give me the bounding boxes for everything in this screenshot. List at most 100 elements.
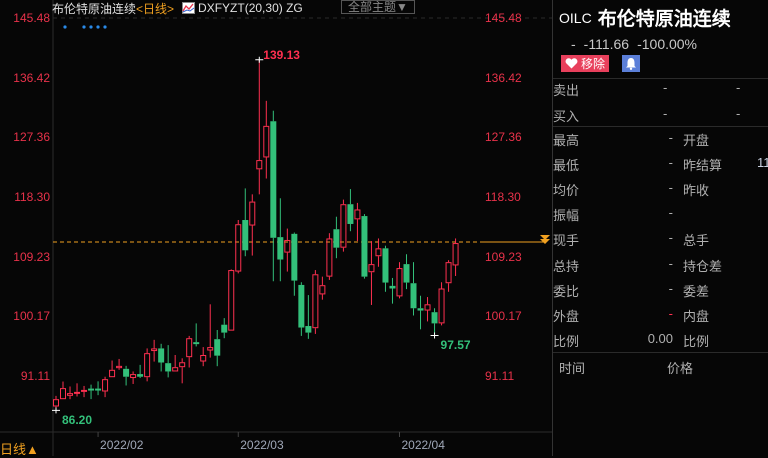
stat-row: 最低 - 昨结算 11 [553, 155, 768, 175]
price-summary: - -111.66 -100.00% [571, 36, 697, 52]
stat-label-2: 委差 [683, 283, 710, 299]
orderbook-price: - [663, 106, 668, 121]
candle-down [403, 264, 410, 283]
indicator-chart-icon [182, 2, 196, 14]
stat-row: 最高 - 开盘 [553, 130, 768, 150]
candle-down [123, 368, 130, 377]
quote-header: OILC 布伦特原油连续 [559, 4, 731, 31]
indicator-dot [89, 25, 93, 29]
y-tick-label-left: 91.11 [20, 369, 50, 383]
y-tick-label-left: 100.17 [13, 309, 50, 324]
stat-value: - [668, 155, 673, 171]
candle-up [109, 369, 116, 378]
period-toggle-button[interactable]: 日线▲ [0, 442, 39, 457]
extreme-price-label: 139.13 [263, 47, 300, 62]
stat-label-2: 昨收 [683, 183, 710, 199]
stat-value: - [668, 130, 673, 145]
candle-up [396, 268, 403, 297]
kline-chart[interactable]: 布伦特原油连续 <日线> DXFYZT(20,30) ZG 全部主题▼ 日线▲ … [0, 0, 552, 457]
candle-up [284, 239, 291, 253]
candle-up [445, 262, 452, 284]
candle-down [333, 229, 340, 248]
divider [553, 126, 768, 127]
candle-down [431, 312, 438, 324]
indicator-dot [63, 25, 67, 29]
candle-up [424, 304, 431, 311]
stat-label-2: 开盘 [683, 133, 710, 148]
y-tick-label-left: 118.30 [14, 189, 50, 204]
candle-up [452, 243, 459, 266]
candle-up [200, 354, 207, 362]
y-tick-label-right: 145.48 [485, 11, 522, 25]
y-tick-label-right: 109.23 [485, 249, 522, 264]
y-tick-label-left: 136.42 [13, 70, 50, 85]
orderbook-row: 买入 - - [553, 106, 768, 126]
y-tick-label-right: 127.36 [485, 130, 522, 145]
extreme-price-label: 97.57 [440, 338, 471, 353]
orderbook-label: 买入 [553, 109, 580, 124]
indicator-legend[interactable]: DXFYZT(20,30) ZG [182, 1, 303, 15]
candle-down [88, 388, 95, 391]
quote-panel: OILC 布伦特原油连续 - -111.66 -100.00% 移除 卖出 - … [552, 0, 768, 456]
orderbook-volume: - [736, 106, 741, 121]
candlestick-plot[interactable] [0, 0, 552, 456]
time-column-header: 时间 [559, 361, 586, 376]
stat-value-2: 11 [757, 155, 768, 171]
remove-label: 移除 [580, 57, 605, 71]
candle-down [221, 324, 228, 333]
candle-down [305, 326, 312, 333]
candle-up [74, 391, 81, 394]
candle-down [165, 363, 172, 372]
theme-dropdown[interactable]: 全部主题▼ [341, 0, 415, 14]
orderbook-row: 卖出 - - [553, 80, 768, 100]
instrument-title: 布伦特原油连续 [52, 1, 137, 16]
stat-label-2: 昨结算 [683, 158, 723, 174]
y-tick-label-right: 136.42 [485, 70, 522, 85]
orderbook-volume: - [736, 80, 741, 95]
indicator-name: DXFYZT(20,30) ZG [198, 1, 303, 15]
candle-up [116, 365, 123, 369]
period-label[interactable]: <日线> [136, 1, 175, 16]
indicator-dot [103, 25, 107, 29]
candle-up [326, 238, 333, 277]
candle-up [179, 362, 186, 368]
y-tick-label-left: 145.48 [13, 11, 50, 25]
candle-up [151, 348, 158, 352]
y-tick-label-right: 118.30 [485, 189, 521, 204]
candle-up [438, 288, 445, 324]
extreme-marker-icon [52, 407, 60, 414]
remove-watchlist-button[interactable]: 移除 [561, 55, 609, 72]
extreme-marker-icon [430, 332, 439, 339]
alert-button[interactable] [622, 55, 640, 72]
y-tick-label-right: 100.17 [485, 309, 522, 324]
candle-up [312, 274, 319, 329]
stat-value: - [668, 255, 673, 271]
candle-down [347, 204, 354, 224]
x-tick-label: 2022/04 [401, 438, 445, 452]
last-price: - [571, 36, 576, 52]
candle-down [158, 348, 165, 363]
stat-value: - [668, 230, 673, 246]
candle-up [130, 374, 137, 379]
candle-up [67, 393, 74, 396]
stat-value: - [668, 205, 673, 221]
stat-value: - [668, 180, 673, 196]
extreme-marker-icon [255, 56, 264, 63]
stat-label: 比例 [553, 333, 580, 349]
candle-up [340, 204, 347, 248]
divider [553, 78, 768, 79]
stat-label-2: 比例 [683, 333, 710, 349]
candle-down [95, 388, 102, 391]
candle-down [214, 339, 221, 356]
candle-down [382, 248, 389, 283]
candle-down [291, 233, 298, 281]
stat-row: 委比 - 委差 [553, 281, 768, 301]
extreme-price-label: 86.20 [62, 413, 93, 428]
candle-down [298, 284, 305, 328]
stat-value: - [668, 305, 673, 321]
candle-up [375, 248, 382, 257]
stat-value: - [668, 280, 673, 296]
stat-label-2: 持仓差 [683, 258, 723, 274]
y-tick-label-right: 91.11 [485, 369, 515, 383]
candle-down [193, 342, 200, 345]
